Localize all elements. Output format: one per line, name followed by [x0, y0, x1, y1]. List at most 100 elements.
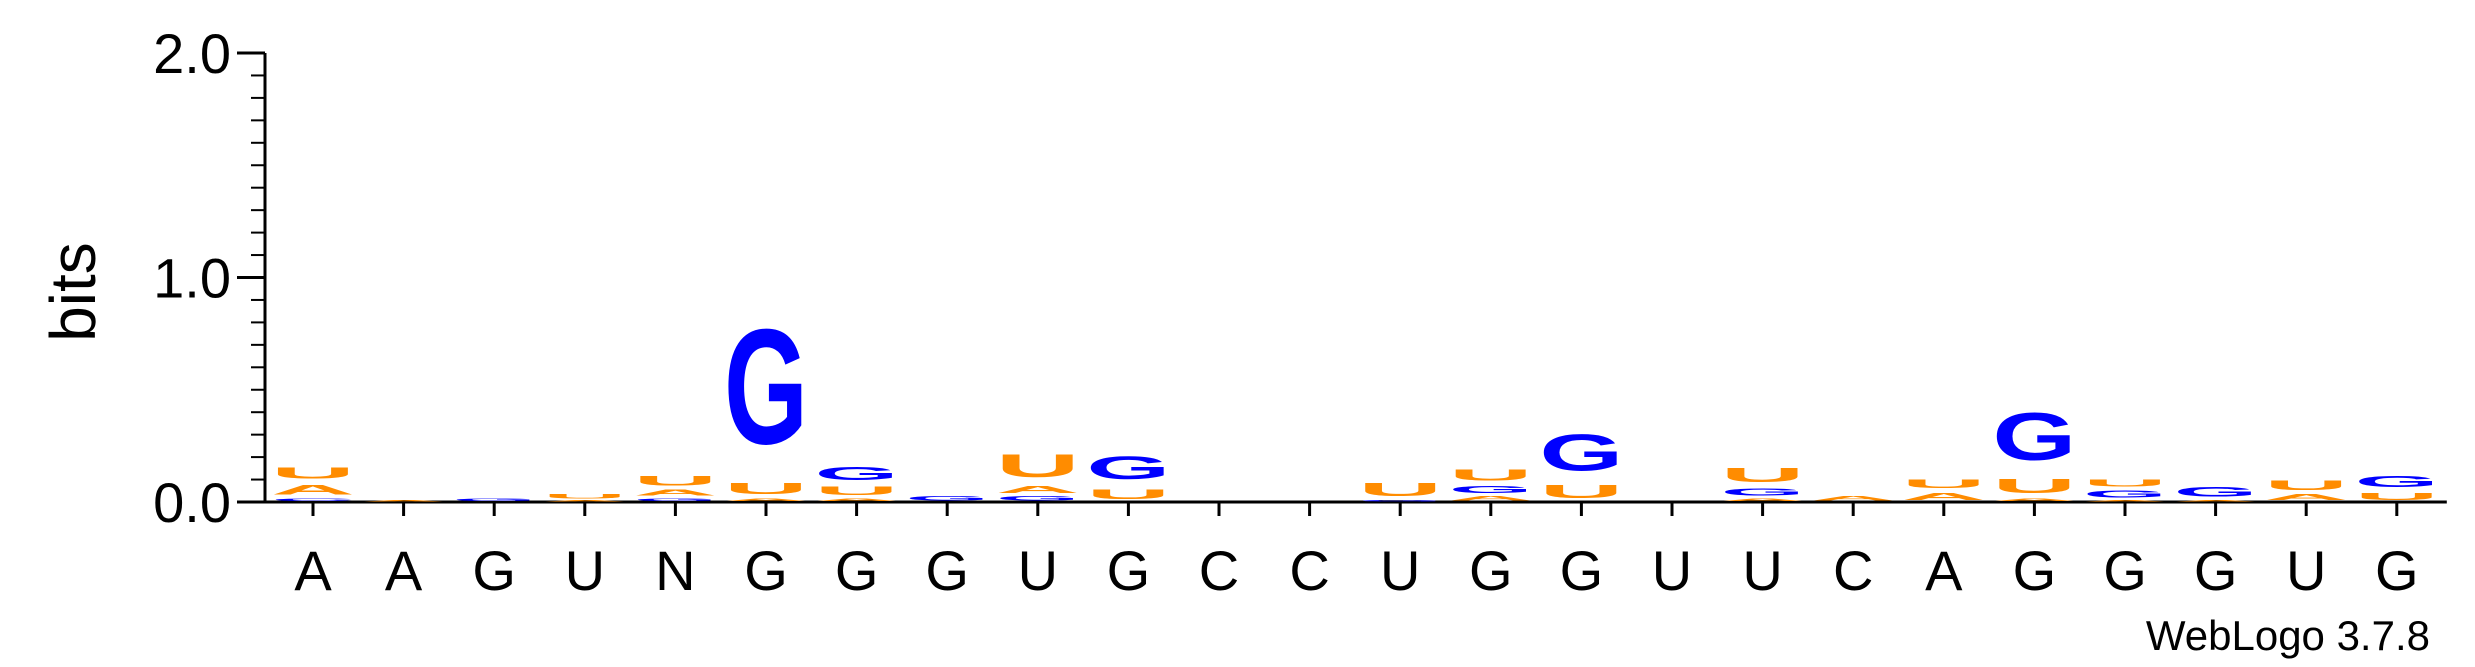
y-tick-label: 2.0: [153, 22, 231, 85]
x-tick-label: U: [1018, 539, 1058, 602]
x-tick-label: U: [2286, 539, 2326, 602]
letter-stack-6: AUG: [724, 296, 808, 502]
logo-letter-U: U: [2083, 477, 2167, 488]
logo-letter-U: U: [271, 464, 355, 482]
logo-letter-A: A: [1902, 491, 1986, 502]
logo-letter-A: A: [271, 482, 355, 498]
letter-stack-20: AUG: [1992, 399, 2076, 502]
letter-stack-24: UG: [2355, 473, 2439, 502]
x-tick-label: C: [1289, 539, 1329, 602]
x-tick-label: G: [2194, 539, 2238, 602]
x-tick-label: G: [744, 539, 788, 602]
y-axis: 0.0 1.0 2.0: [153, 22, 2447, 534]
x-tick-label: G: [835, 539, 879, 602]
x-tick-label: U: [1380, 539, 1420, 602]
logo-letter-U: U: [724, 479, 808, 497]
logo-letter-G: G: [2355, 473, 2439, 491]
x-tick-label: G: [2013, 539, 2057, 602]
letter-stack-17: AGU: [1721, 464, 1805, 502]
logo-letter-G: G: [1721, 486, 1805, 497]
logo-letter-U: U: [633, 473, 717, 489]
logo-letter-U: U: [1992, 475, 2076, 498]
logo-letter-A: A: [1811, 495, 1895, 502]
letter-stack-21: AGU: [2083, 477, 2167, 502]
logo-letter-A: A: [633, 489, 717, 498]
letter-stack-3: G: [452, 498, 536, 502]
letter-stack-23: AU: [2264, 477, 2348, 502]
logo-letter-U: U: [815, 484, 899, 498]
x-tick-label: G: [1469, 539, 1513, 602]
logo-letter-A: A: [2083, 500, 2167, 502]
logo-letter-G: G: [724, 296, 808, 479]
logo-letter-G: G: [1449, 484, 1533, 495]
logo-letter-G: G: [815, 464, 899, 484]
x-tick-label: U: [1652, 539, 1692, 602]
credit-text: WebLogo 3.7.8: [2146, 612, 2430, 659]
letter-stack-2: A: [362, 500, 446, 502]
letter-stack-5: GAU: [633, 473, 717, 502]
letter-stack-22: AG: [2174, 484, 2258, 502]
x-tick-label: G: [2103, 539, 2147, 602]
logo-letter-G: G: [2083, 489, 2167, 500]
x-tick-label: G: [472, 539, 516, 602]
logo-letter-U: U: [2355, 491, 2439, 502]
logo-letter-U: U: [2264, 477, 2348, 493]
logo-letter-G: G: [2174, 484, 2258, 500]
letter-stack-1: CAU: [271, 464, 355, 502]
logo-letter-A: A: [724, 498, 808, 502]
x-tick-label: C: [1833, 539, 1873, 602]
x-tick-label: G: [2375, 539, 2419, 602]
y-tick-label: 1.0: [153, 247, 231, 310]
logo-letter-U: U: [1086, 486, 1170, 502]
y-tick-label: 0.0: [153, 471, 231, 534]
logo-letter-G: G: [1992, 399, 2076, 475]
letter-stack-13: GU: [1358, 480, 1442, 502]
logo-letter-G: G: [996, 495, 1080, 502]
x-tick-label: N: [655, 539, 695, 602]
logo-letter-G: G: [1539, 423, 1623, 481]
logo-letter-U: U: [1721, 464, 1805, 487]
logo-letter-U: U: [996, 448, 1080, 484]
letter-stack-14: AGU: [1449, 466, 1533, 502]
logo-letter-A: A: [2174, 500, 2258, 502]
logo-letter-A: A: [996, 484, 1080, 495]
letter-stack-9: GAU: [996, 448, 1080, 502]
logo-letter-A: A: [1992, 498, 2076, 502]
x-tick-label: U: [1742, 539, 1782, 602]
letter-stack-8: G: [905, 495, 989, 502]
logo-letter-C: C: [271, 498, 355, 502]
logo-letter-A: A: [543, 500, 627, 502]
letter-stack-18: A: [1811, 495, 1895, 502]
x-tick-label: A: [385, 539, 423, 602]
x-tick-label: C: [1199, 539, 1239, 602]
x-tick-label: A: [1925, 539, 1963, 602]
logo-letter-U: U: [1358, 480, 1442, 500]
x-tick-label: U: [565, 539, 605, 602]
letter-stack-19: AU: [1902, 477, 1986, 502]
letter-stack-15: UG: [1539, 423, 1623, 502]
logo-letter-G: G: [1086, 450, 1170, 486]
letter-stack-10: UG: [1086, 450, 1170, 502]
logo-letter-G: G: [905, 495, 989, 502]
logo-letter-A: A: [362, 500, 446, 502]
x-tick-label: A: [294, 539, 332, 602]
x-tick-label: G: [925, 539, 969, 602]
logo-letter-A: A: [2264, 493, 2348, 502]
logo-letter-U: U: [543, 493, 627, 500]
letter-stack-7: AUG: [815, 464, 899, 502]
x-tick-label: G: [1107, 539, 1151, 602]
logo-letter-U: U: [1449, 466, 1533, 484]
logo-letter-G: G: [452, 498, 536, 502]
logo-letter-G: G: [1358, 500, 1442, 502]
logo-letter-U: U: [1902, 477, 1986, 491]
logo-letter-A: A: [1721, 498, 1805, 502]
x-tick-label: G: [1560, 539, 1604, 602]
logo-letter-G: G: [633, 498, 717, 502]
logo-letter-U: U: [1539, 482, 1623, 502]
logo-letter-A: A: [1449, 495, 1533, 502]
letter-stack-4: AU: [543, 493, 627, 502]
y-axis-label: bits: [37, 242, 109, 342]
